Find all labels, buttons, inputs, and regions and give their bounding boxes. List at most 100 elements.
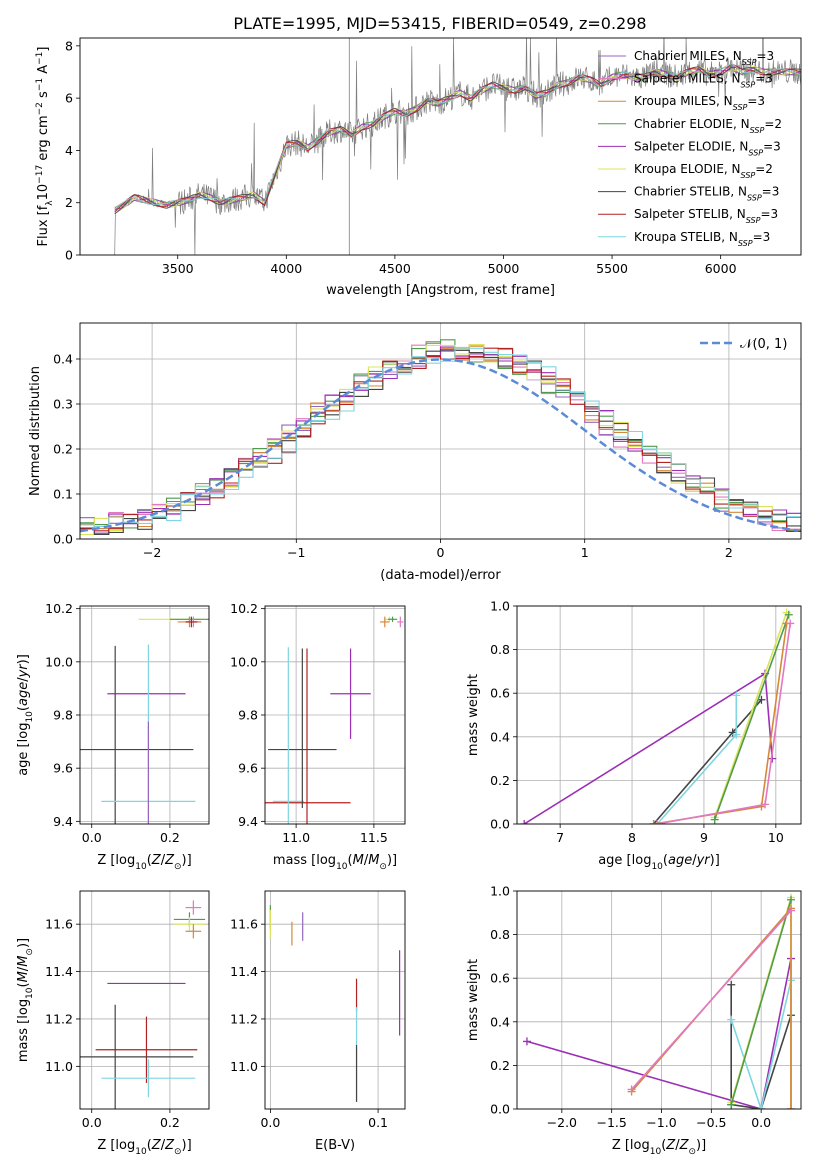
- mass-vs-ebv-ytick-label: 11.2: [230, 1011, 258, 1026]
- residuals-plot-area: [80, 339, 801, 536]
- residuals-xtick-label: 0: [437, 545, 445, 560]
- weight-marker: [732, 730, 741, 739]
- spectrum-xtick-label: 4000: [270, 261, 302, 276]
- age-vs-Z-xtick-label: 0.2: [160, 830, 180, 845]
- spectrum-ytick-label: 2: [65, 195, 73, 210]
- weight-vs-age-ylabel: mass weight: [466, 674, 481, 756]
- weight-line: [730, 899, 792, 1105]
- legend-label: Salpeter MILES, NSSP=3: [634, 72, 773, 90]
- age-vs-mass-frame: [264, 605, 406, 825]
- age-vs-Z-ytick-label: 9.6: [53, 761, 73, 776]
- weight-line: [713, 614, 790, 820]
- spectrum-xtick-label: 5000: [488, 261, 520, 276]
- weight-vs-age-ytick-label: 0.6: [490, 686, 510, 701]
- mass-vs-Z-ytick-label: 11.6: [45, 917, 73, 932]
- weight-line: [713, 612, 788, 818]
- age-vs-mass-plot-area: [265, 616, 404, 824]
- weight-vs-Z-xlabel: Z [log10(Z/Z⊙)]: [612, 1138, 706, 1157]
- mass-vs-Z-ytick-label: 11.4: [45, 964, 73, 979]
- mass-vs-ebv-ytick-label: 11.6: [230, 917, 258, 932]
- weight-vs-age-axes: 7 8 9 10 0.0 0.2 0.4 0.6 0.8 1.0 age [log10(age/yr…: [466, 599, 802, 872]
- age-vs-mass-ytick-label: 9.6: [238, 761, 258, 776]
- residuals-ytick-label: 0.1: [53, 487, 73, 502]
- spectrum-frame: [79, 37, 802, 256]
- weight-marker: [787, 895, 796, 904]
- weight-marker: [727, 1100, 736, 1109]
- weight-vs-age-xlabel: age [log10(age/yr)]: [598, 853, 720, 872]
- weight-vs-age-xtick-label: 9: [700, 830, 708, 845]
- legend-label: Chabrier MILES, NSSP=3: [634, 49, 774, 67]
- mass-vs-ebv-xtick-label: 0.0: [260, 1115, 280, 1130]
- residuals-ytick-label: 0.3: [53, 397, 73, 412]
- mass-vs-ebv-ytick-label: 11.0: [230, 1059, 258, 1074]
- normal-curve: [80, 358, 799, 533]
- weight-marker: [786, 619, 795, 628]
- mass-vs-ebv-axes: 0.0 0.1 11.0 11.2 11.4 11.6: [230, 890, 406, 1130]
- legend-label: Kroupa MILES, NSSP=3: [634, 94, 765, 112]
- weight-vs-Z-ytick-label: 0.2: [490, 1058, 510, 1073]
- spectrum-model-line: [114, 65, 801, 213]
- figure-title: PLATE=1995, MJD=53415, FIBERID=0549, z=0…: [233, 14, 646, 33]
- mass-vs-Z-ytick-label: 11.2: [45, 1011, 73, 1026]
- spectrum-ylabel: Flux [fλ10−17 erg cm−2 s−1 A−1]: [35, 47, 55, 247]
- weight-vs-Z-frame: [516, 890, 802, 1110]
- age-vs-mass-ytick-label: 10.0: [230, 654, 258, 669]
- mass-vs-Z-xtick-label: 0.0: [82, 1115, 102, 1130]
- age-vs-Z-ylabel: age [log10(age/yr)]: [16, 654, 35, 776]
- weight-marker: [757, 1105, 766, 1109]
- weight-vs-age-ytick-label: 0.4: [490, 729, 510, 744]
- spectrum-plot-area: [114, 38, 801, 255]
- weight-vs-Z-ytick-label: 0.0: [490, 1102, 510, 1117]
- spectrum-xtick-label: 6000: [705, 261, 737, 276]
- spectrum-axes: 3500 4000 4500 5000 5500 6000 0 2 4 6 8 wavelength …: [35, 37, 802, 298]
- weight-vs-age-xtick-label: 8: [628, 830, 636, 845]
- residuals-xtick-label: 2: [725, 545, 733, 560]
- age-vs-Z-frame: [79, 605, 210, 825]
- weight-line: [656, 695, 738, 824]
- spectrum-model-line: [114, 67, 801, 210]
- legend-label: Chabrier STELIB, NSSP=3: [634, 185, 779, 203]
- mass-vs-ebv-frame: [264, 890, 406, 1110]
- age-vs-Z-ytick-label: 10.2: [45, 601, 73, 616]
- weight-vs-age-xtick-label: 7: [556, 830, 564, 845]
- weight-vs-Z-xtick-label: −1.0: [646, 1115, 676, 1130]
- weight-vs-Z-ytick-label: 0.4: [490, 1014, 510, 1029]
- spectrum-xtick-label: 3500: [162, 261, 194, 276]
- age-vs-mass-ytick-label: 10.2: [230, 601, 258, 616]
- age-vs-Z-xtick-label: 0.0: [82, 830, 102, 845]
- spectrum-model-line: [114, 63, 801, 210]
- weight-line: [652, 699, 763, 824]
- weight-vs-age-plot-area: [520, 608, 795, 824]
- weight-line: [730, 984, 792, 1109]
- mass-vs-Z-frame: [79, 890, 210, 1110]
- mass-vs-ebv-ytick-label: 11.4: [230, 964, 258, 979]
- residuals-ytick-label: 0.2: [53, 442, 73, 457]
- weight-vs-age-ytick-label: 1.0: [490, 599, 510, 614]
- age-vs-Z-axes: 0.0 0.2 9.4 9.6 9.8 10.0 10.2 Z [log10(Z/Z⊙)] ag…: [16, 601, 210, 872]
- weight-marker: [787, 1105, 796, 1109]
- legend-label: Kroupa ELODIE, NSSP=2: [634, 162, 773, 180]
- weight-vs-age-frame: [516, 605, 802, 825]
- age-vs-Z-xlabel: Z [log10(Z/Z⊙)]: [97, 853, 191, 872]
- age-vs-Z-ytick-label: 9.8: [53, 708, 73, 723]
- residual-histogram: [80, 349, 801, 536]
- weight-marker: [522, 1037, 531, 1046]
- age-vs-mass-ytick-label: 9.4: [238, 814, 258, 829]
- spectrum-legend: Chabrier MILES, NSSP=3 Salpeter MILES, NS…: [598, 49, 782, 247]
- mass-vs-Z-plot-area: [80, 900, 206, 1109]
- residuals-xtick-label: −2: [143, 545, 161, 560]
- weight-marker: [649, 820, 658, 824]
- residuals-ytick-label: 0.4: [53, 352, 73, 367]
- weight-marker: [732, 691, 741, 700]
- weight-vs-Z-ylabel: mass weight: [466, 959, 481, 1041]
- legend-label: Kroupa STELIB, NSSP=3: [634, 230, 770, 248]
- residuals-frame: [79, 322, 802, 540]
- spectrum-ytick-label: 6: [65, 91, 73, 106]
- mass-vs-Z-ytick-label: 11.0: [45, 1059, 73, 1074]
- residual-histogram: [80, 346, 801, 527]
- spectrum-data-line: [114, 38, 801, 255]
- weight-vs-Z-ytick-label: 0.6: [490, 971, 510, 986]
- age-vs-mass-ytick-label: 9.8: [238, 708, 258, 723]
- weight-marker: [627, 1085, 636, 1094]
